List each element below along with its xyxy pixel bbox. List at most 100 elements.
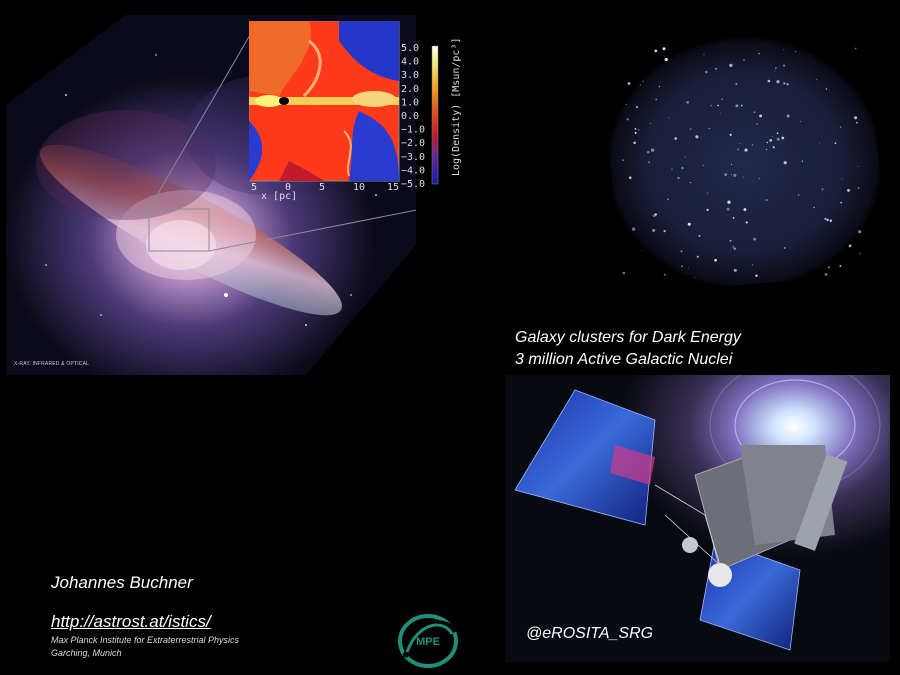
sky-source (727, 200, 731, 204)
sky-source (758, 177, 760, 179)
colorbar-tick-label: 3.0 (401, 70, 419, 81)
srg-satellite-image (505, 375, 890, 662)
colorbar-tick-label: −4.0 (401, 165, 425, 176)
sky-source (753, 237, 757, 241)
sky-source (628, 176, 632, 180)
affiliation-location: Garching, Munich (51, 648, 122, 658)
sky-source (634, 131, 637, 134)
sky-source (759, 114, 763, 118)
sky-source (847, 188, 850, 192)
sky-source (827, 266, 830, 269)
sky-source (772, 146, 775, 149)
affiliation-institute: Max Planck Institute for Extraterrestria… (51, 635, 240, 645)
sky-source (681, 166, 684, 170)
sky-source (797, 194, 800, 196)
sky-source (668, 117, 670, 119)
sky-source (742, 176, 744, 178)
sky-source (735, 82, 738, 86)
sky-source (774, 70, 776, 72)
sky-source (702, 164, 704, 166)
sky-source (720, 112, 721, 114)
sky-source (824, 217, 827, 220)
colorbar-tick-label: −1.0 (401, 125, 425, 136)
author-website-link[interactable]: http://astrost.at/istics/ (51, 612, 211, 631)
sky-source (755, 274, 758, 277)
sky-source (744, 148, 748, 152)
sky-source (654, 213, 657, 216)
sky-source (626, 118, 629, 121)
survey-line-dark-energy: Galaxy clusters for Dark Energy (515, 329, 741, 346)
sky-source (664, 57, 668, 62)
sky-source (856, 121, 858, 124)
sky-source (857, 165, 859, 167)
sky-source (687, 222, 691, 226)
sky-source (642, 80, 644, 82)
sky-source (652, 228, 656, 232)
sky-source (715, 67, 718, 70)
sky-survey-map (606, 36, 883, 290)
x-tick-label: 0 (285, 182, 291, 193)
sky-source (858, 230, 862, 234)
sky-source (694, 277, 696, 279)
sky-source (859, 252, 861, 255)
sky-source (622, 271, 626, 275)
sky-source (726, 207, 730, 211)
x-tick-label: 5 (319, 182, 325, 193)
sky-source (743, 59, 745, 61)
sky-source (783, 64, 786, 67)
sky-source (854, 47, 857, 50)
sky-source (680, 250, 683, 253)
sky-source (774, 66, 777, 69)
x-tick-label: 15 (387, 182, 399, 193)
sky-source (641, 250, 643, 252)
colorbar-tick-label: 0.0 (401, 111, 419, 122)
sky-source (696, 255, 699, 258)
sky-source (638, 129, 640, 131)
sky-source (751, 144, 753, 146)
colorbar-tick-label: −5.0 (401, 179, 425, 190)
colorbar-tick-label: 5.0 (401, 43, 419, 54)
sky-source (800, 121, 802, 123)
mpe-logo: MPE (398, 614, 458, 668)
sky-source (769, 139, 773, 142)
sky-source (646, 150, 650, 154)
sky-source (705, 70, 708, 74)
sky-source (663, 56, 665, 58)
mpe-logo-text: MPE (416, 636, 440, 648)
sky-source (622, 159, 624, 162)
sky-source (667, 198, 669, 200)
sky-source (710, 104, 713, 107)
sky-source (698, 234, 701, 237)
author-name: Johannes Buchner (51, 573, 193, 592)
sky-source (625, 103, 627, 105)
sky-source (687, 267, 689, 269)
sky-source (782, 49, 784, 51)
sky-source (781, 136, 785, 140)
sky-source (706, 208, 709, 212)
x-tick-label: 5 (251, 182, 257, 193)
sky-source (816, 78, 818, 81)
inset-x-axis-label: x [pc] (261, 191, 297, 202)
sky-source (731, 164, 733, 165)
sky-source (801, 160, 804, 162)
sky-source (840, 201, 843, 204)
sky-source (671, 168, 673, 171)
sky-source (627, 82, 631, 85)
sky-source (841, 178, 843, 180)
sky-source (834, 142, 837, 145)
sky-source (753, 111, 756, 114)
colorbar-label: Log(Density) [Msun/pc³] (451, 38, 462, 176)
sky-source (776, 132, 779, 134)
sky-source (729, 63, 733, 68)
sky-source (765, 148, 768, 151)
survey-goals: Galaxy clusters for Dark Energy 3 millio… (515, 327, 741, 371)
twitter-handle[interactable]: @eROSITA_SRG (526, 625, 654, 642)
sky-source (690, 182, 692, 184)
sky-source (735, 104, 739, 108)
sky-source (821, 188, 824, 191)
sky-source (650, 122, 652, 125)
sky-source (731, 173, 733, 175)
sky-source (826, 218, 829, 222)
sky-source (857, 187, 860, 189)
sky-source (674, 137, 677, 140)
